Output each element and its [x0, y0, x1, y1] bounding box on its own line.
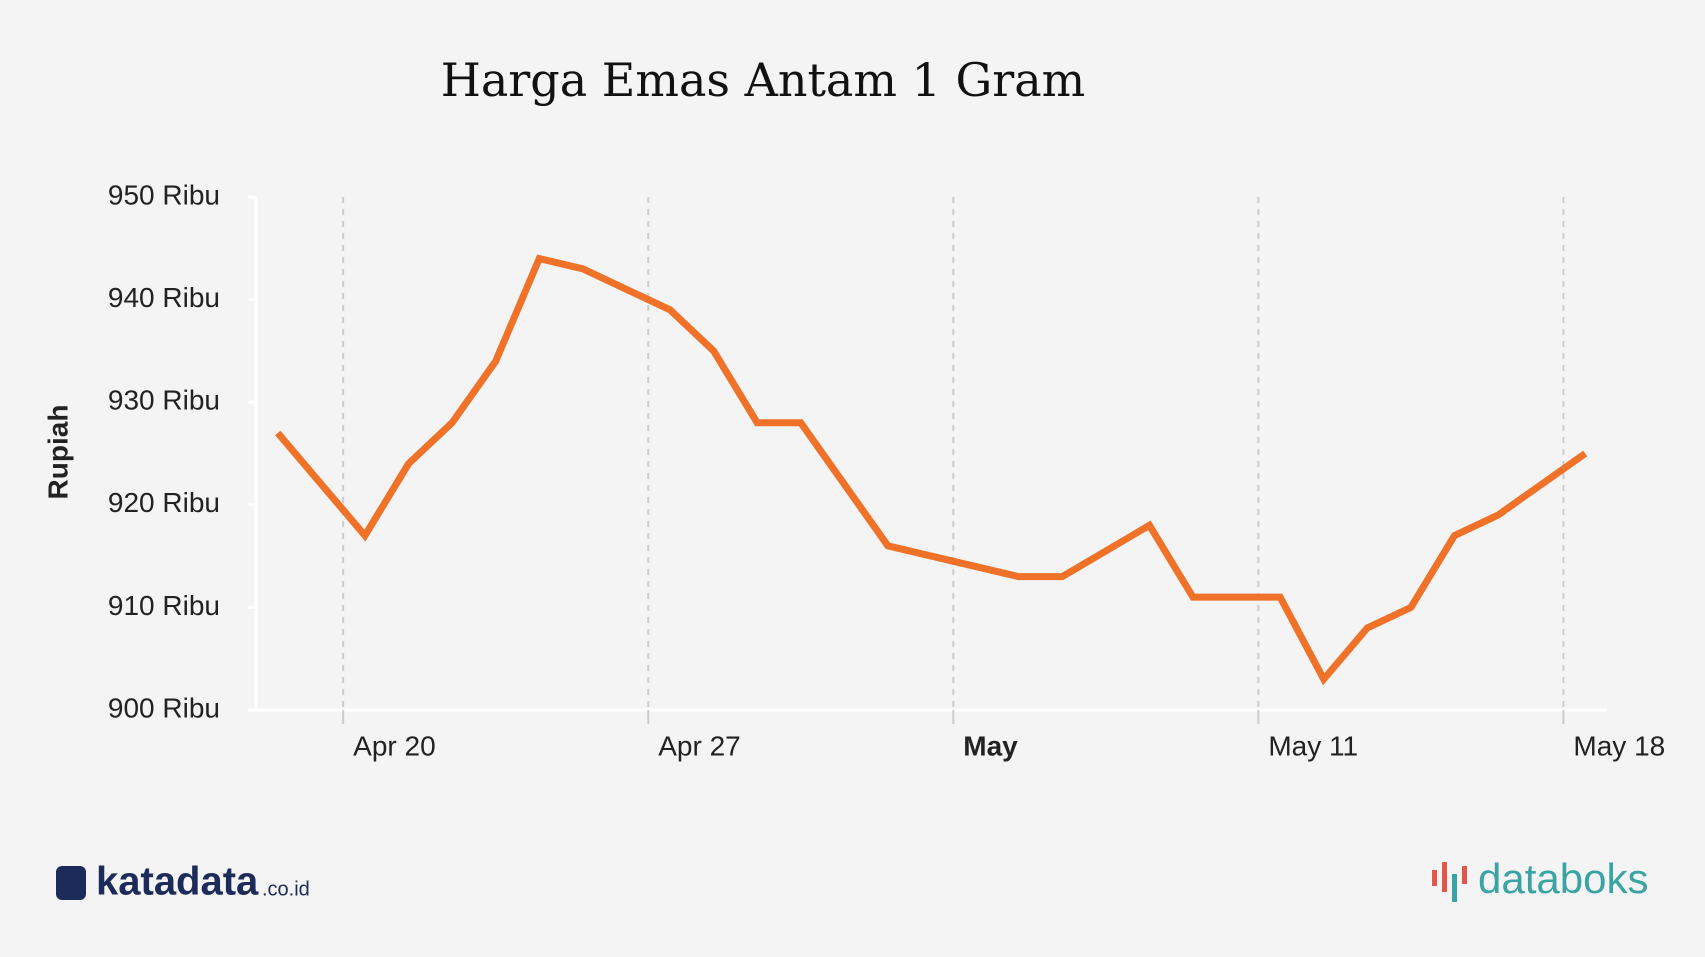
y-axis-label: Rupiah	[42, 405, 73, 500]
y-tick-label: 910 Ribu	[108, 590, 220, 621]
y-tick-label: 920 Ribu	[108, 487, 220, 518]
katadata-logo: katadata	[96, 860, 259, 904]
katadata-suffix: .co.id	[262, 878, 310, 900]
x-tick-label: May 11	[1268, 730, 1358, 761]
y-tick-label: 940 Ribu	[108, 282, 220, 313]
y-tick-label: 950 Ribu	[108, 179, 220, 210]
line	[275, 254, 1588, 686]
y-tick-label: 900 Ribu	[108, 692, 220, 723]
x-tick-label: Apr 27	[658, 730, 741, 761]
y-tick-label: 930 Ribu	[108, 385, 220, 416]
x-tick-label: Apr 20	[353, 730, 436, 761]
databoks-logo: databoks	[1478, 855, 1648, 902]
x-tick-label: May 18	[1573, 730, 1665, 761]
x-tick-label: May	[963, 730, 1018, 761]
chart-title: Harga Emas Antam 1 Gram	[441, 53, 1086, 107]
databoks-icon	[1432, 862, 1467, 902]
katadata-icon	[56, 866, 86, 900]
